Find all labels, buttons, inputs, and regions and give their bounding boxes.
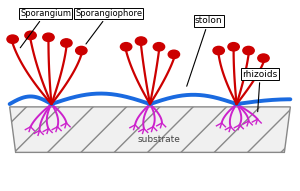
Ellipse shape xyxy=(213,46,224,55)
Ellipse shape xyxy=(168,50,180,58)
Text: substrate: substrate xyxy=(137,135,180,144)
Ellipse shape xyxy=(43,33,54,41)
Ellipse shape xyxy=(153,43,165,51)
Text: rhizoids: rhizoids xyxy=(243,70,278,112)
Text: stolon: stolon xyxy=(187,16,222,86)
Ellipse shape xyxy=(135,37,147,45)
Text: Sporangiophore: Sporangiophore xyxy=(75,9,142,44)
Ellipse shape xyxy=(61,39,72,47)
Polygon shape xyxy=(10,107,290,152)
Ellipse shape xyxy=(243,46,254,55)
Ellipse shape xyxy=(7,35,18,43)
Text: Sporangium: Sporangium xyxy=(20,9,71,48)
Ellipse shape xyxy=(76,46,87,55)
Ellipse shape xyxy=(258,54,269,62)
Ellipse shape xyxy=(228,43,239,51)
Ellipse shape xyxy=(25,31,36,40)
Ellipse shape xyxy=(120,43,132,51)
